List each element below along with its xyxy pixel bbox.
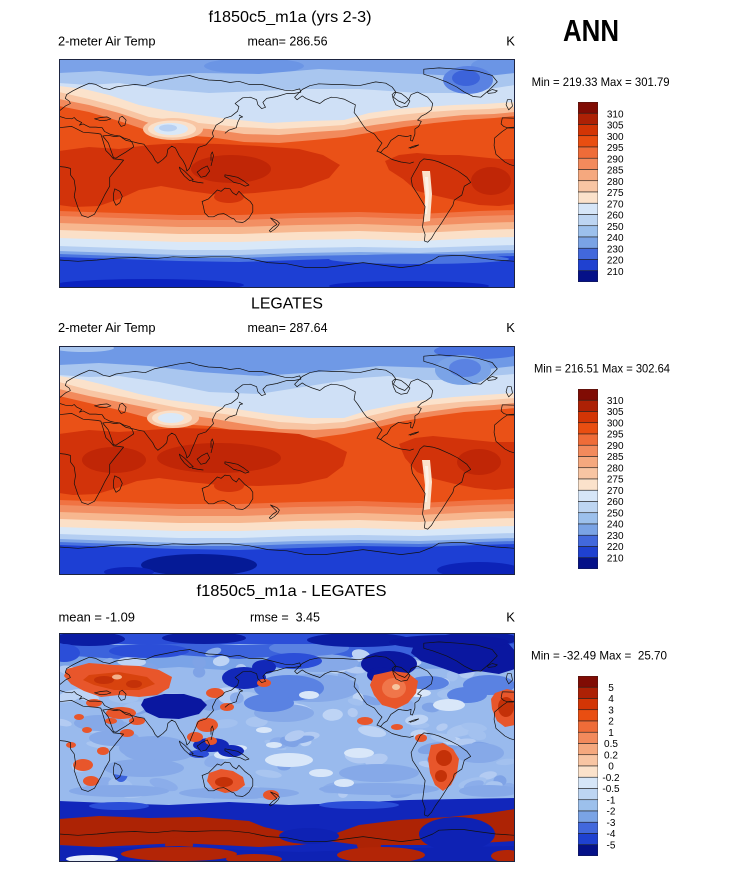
svg-text:260: 260 [607,211,624,222]
svg-text:f1850c5_m1a - LEGATES: f1850c5_m1a - LEGATES [197,583,387,600]
svg-text:285: 285 [607,166,624,177]
svg-text:220: 220 [607,542,624,553]
svg-text:-0.5: -0.5 [602,784,620,795]
svg-text:295: 295 [607,143,624,154]
svg-text:240: 240 [607,233,624,244]
svg-text:ANN: ANN [563,13,619,48]
svg-text:-0.2: -0.2 [602,773,620,784]
svg-text:mean = -1.09: mean = -1.09 [59,610,136,625]
svg-text:Min = -32.49 Max = 25.70: Min = -32.49 Max = 25.70 [531,648,667,662]
svg-text:mean= 286.56: mean= 286.56 [248,34,328,49]
svg-text:-5: -5 [607,840,616,851]
svg-text:LEGATES: LEGATES [251,296,323,313]
svg-text:210: 210 [607,267,624,278]
svg-text:K: K [506,33,515,48]
svg-text:K: K [506,320,515,335]
svg-text:-4: -4 [607,829,616,840]
svg-text:f1850c5_m1a (yrs 2-3): f1850c5_m1a (yrs 2-3) [209,9,372,26]
svg-text:290: 290 [607,154,624,165]
svg-text:290: 290 [607,441,624,452]
svg-text:210: 210 [607,553,624,564]
svg-text:305: 305 [607,407,624,418]
svg-text:0: 0 [608,762,614,773]
svg-text:0.2: 0.2 [604,750,618,761]
svg-text:1: 1 [608,728,614,739]
svg-text:270: 270 [607,199,624,210]
svg-text:2: 2 [608,717,614,728]
svg-text:275: 275 [607,188,624,199]
svg-text:2-meter Air Temp: 2-meter Air Temp [58,33,156,48]
svg-text:230: 230 [607,531,624,542]
svg-text:2-meter Air Temp: 2-meter Air Temp [58,320,156,335]
svg-text:310: 310 [607,396,624,407]
svg-text:-2: -2 [607,807,616,818]
svg-text:-1: -1 [607,795,616,806]
svg-text:230: 230 [607,244,624,255]
svg-text:Min = 216.51 Max = 302.64: Min = 216.51 Max = 302.64 [534,361,670,375]
svg-text:300: 300 [607,132,624,143]
svg-text:K: K [506,609,515,624]
svg-text:Min = 219.33 Max = 301.79: Min = 219.33 Max = 301.79 [532,75,670,89]
svg-text:mean= 287.64: mean= 287.64 [248,320,328,335]
svg-text:285: 285 [607,452,624,463]
svg-text:260: 260 [607,497,624,508]
svg-text:0.5: 0.5 [604,739,618,750]
svg-text:240: 240 [607,520,624,531]
svg-text:310: 310 [607,109,624,120]
svg-text:250: 250 [607,222,624,233]
svg-text:5: 5 [608,683,614,694]
svg-text:280: 280 [607,177,624,188]
svg-text:rmse = 3.45: rmse = 3.45 [250,610,320,625]
svg-text:220: 220 [607,256,624,267]
svg-text:4: 4 [608,694,614,705]
svg-text:-3: -3 [607,818,616,829]
svg-text:270: 270 [607,486,624,497]
svg-text:280: 280 [607,463,624,474]
svg-text:275: 275 [607,475,624,486]
svg-text:3: 3 [608,705,614,716]
svg-text:295: 295 [607,430,624,441]
svg-text:250: 250 [607,508,624,519]
svg-text:305: 305 [607,121,624,132]
svg-text:300: 300 [607,418,624,429]
